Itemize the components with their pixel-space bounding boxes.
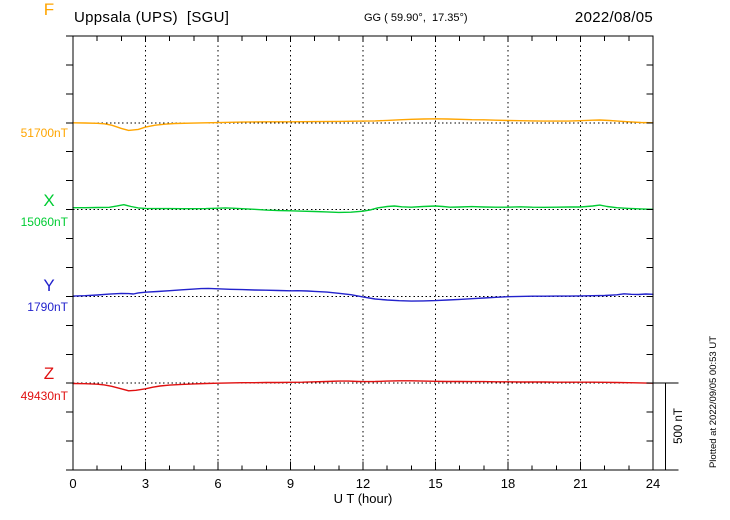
x-tick-label-0: 0 [69, 476, 77, 491]
x-axis-title: U T (hour) [333, 491, 393, 506]
component-label-X: X [43, 191, 55, 210]
station-title: Uppsala (UPS) [SGU] [74, 9, 230, 26]
x-tick-label-12: 12 [355, 476, 371, 491]
x-tick-label-6: 6 [214, 476, 222, 491]
baseline-value-F: 51700nT [20, 126, 68, 140]
trace-Y [72, 287, 654, 302]
x-tick-label-18: 18 [500, 476, 516, 491]
component-label-F: F [43, 0, 55, 19]
geographic-coordinates: GG ( 59.90°, 17.35°) [364, 12, 468, 24]
x-tick-label-15: 15 [428, 476, 443, 491]
trace-Z [72, 380, 654, 392]
x-tick-label-24: 24 [645, 476, 661, 491]
baseline-value-X: 15060nT [20, 215, 68, 229]
component-label-Y: Y [43, 276, 55, 295]
baseline-value-Z: 49430nT [20, 389, 68, 403]
component-label-Z: Z [43, 364, 55, 383]
trace-F [72, 118, 654, 132]
plotted-at-timestamp: Plotted at 2022/09/05 00:53 UT [708, 335, 719, 469]
x-tick-label-3: 3 [141, 476, 150, 491]
plot-date: 2022/08/05 [574, 9, 653, 26]
x-tick-label-21: 21 [573, 476, 588, 491]
x-tick-label-9: 9 [286, 476, 295, 491]
trace-X [72, 203, 654, 214]
baseline-value-Y: 1790nT [27, 300, 68, 314]
scale-bar-label: 500 nT [673, 408, 685, 444]
